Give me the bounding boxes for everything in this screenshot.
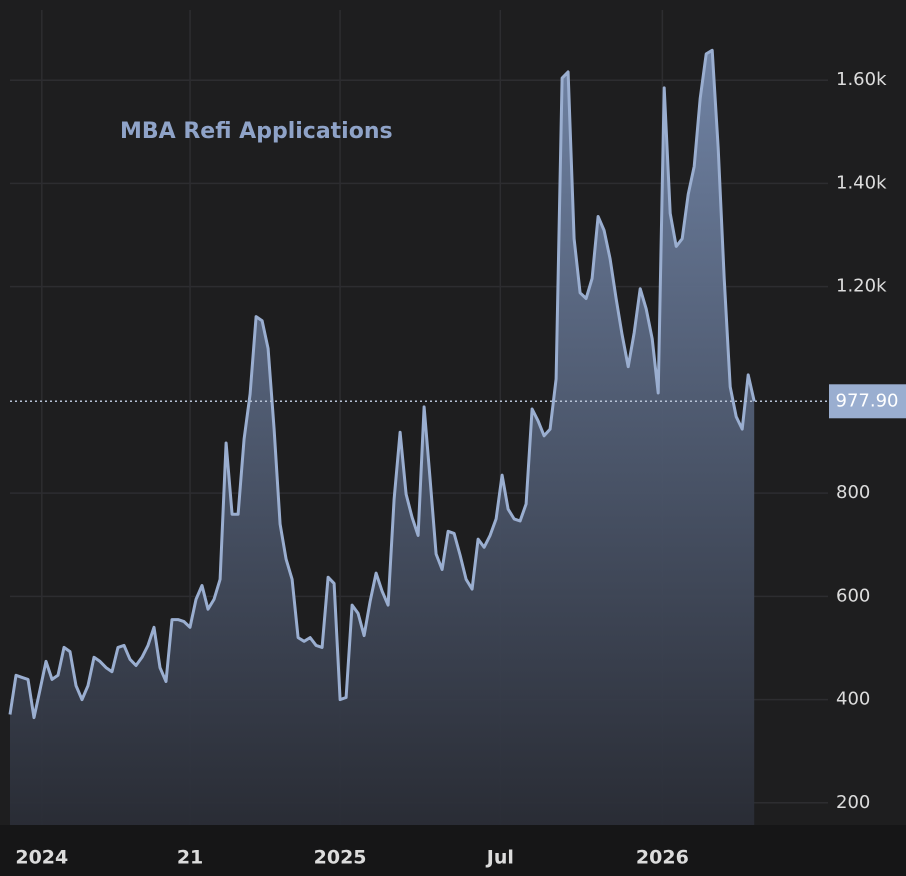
- axes: 200 400 600 800 1.20k 1.40k 1.60k 2024 21 2025 Jul…: [10, 69, 906, 869]
- y-tick-label: 400: [836, 689, 870, 710]
- y-tick-label: 600: [836, 585, 870, 606]
- x-tick-label: 2025: [314, 847, 367, 869]
- series-line: [8, 48, 756, 720]
- y-tick-label: 800: [836, 482, 870, 503]
- x-tick-label: 21: [177, 847, 203, 869]
- x-axis-strip: [0, 825, 906, 876]
- y-tick-label: 200: [836, 792, 870, 813]
- price-label-box: [829, 384, 906, 419]
- y-tick-label: 1.40k: [836, 172, 887, 193]
- y-tick-label: 1.20k: [836, 276, 887, 297]
- x-tick-label: 2026: [636, 847, 689, 869]
- price-label: 977.90: [836, 390, 899, 411]
- x-tick-label: 2024: [15, 847, 68, 869]
- chart-title: MBA Refi Applications: [120, 119, 393, 144]
- area-fill: [10, 50, 755, 826]
- plot: [8, 48, 756, 826]
- y-tick-label: 1.60k: [836, 69, 887, 90]
- x-tick-label: Jul: [485, 847, 514, 869]
